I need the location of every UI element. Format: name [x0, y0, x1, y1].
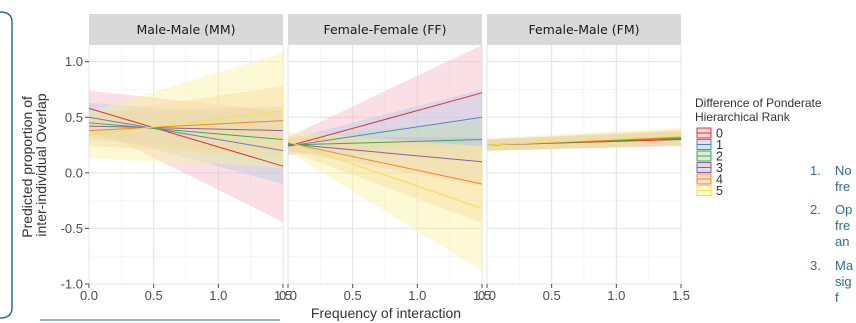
panel-3: Female-Male (FM)	[486, 14, 682, 285]
series-line-5	[88, 110, 284, 136]
panel-2: Female-Female (FF)	[287, 14, 483, 285]
facet-panels: Male-Male (MM) Female-Female (FF) Female-M…	[88, 14, 682, 285]
y-axis-title: Predicted proportion of inter-individual…	[19, 92, 49, 238]
panel-1: Male-Male (MM)	[88, 14, 284, 285]
y-tick-label: 1.0	[65, 54, 83, 69]
x-tick-label: 1.0	[607, 288, 625, 303]
confidence-band-5	[288, 131, 482, 271]
series-line-2	[88, 122, 284, 140]
side-note-2-line-3: an	[835, 234, 849, 249]
legend-title-line-1: Difference of Ponderate	[695, 96, 822, 110]
confidence-band-2	[288, 119, 482, 160]
series-line-2	[287, 138, 483, 146]
side-note-3-line-2: sig	[835, 274, 852, 289]
series-line-0	[287, 92, 483, 147]
y-axis-title-line-2: inter-individual Overlap	[33, 93, 49, 236]
legend-title-line-2: Hierarchical Rank	[695, 110, 791, 124]
side-note-3-line-3: f	[835, 290, 839, 305]
x-axis-title: Frequency of interaction	[311, 305, 461, 321]
legend-label-0: 0	[716, 127, 723, 141]
legend-label-4: 4	[716, 173, 723, 187]
confidence-band-4	[487, 129, 681, 151]
x-tick-label: 1.5	[473, 288, 491, 303]
legend-label-1: 1	[716, 138, 723, 152]
facet-strip	[288, 14, 482, 45]
series-line-5	[486, 135, 682, 146]
x-tick-label: 1.0	[408, 288, 426, 303]
side-note-1-line-1: No	[835, 163, 852, 178]
x-tick-label: 1.0	[209, 288, 227, 303]
series-line-0	[88, 107, 284, 167]
series-line-4	[287, 142, 483, 185]
x-tick-label: 0.0	[478, 288, 496, 303]
series-line-3	[287, 143, 483, 163]
facet-strip-title: Male-Male (MM)	[136, 22, 235, 37]
legend-label-3: 3	[716, 161, 723, 175]
left-bracket	[0, 11, 13, 319]
side-note-3-number: 3.	[810, 258, 821, 273]
y-axis: -1.0 -0.5 0.0 0.5 1.0	[61, 54, 89, 292]
side-note-3-line-1: Ma	[835, 258, 854, 273]
side-notes: 1. No fre 2. Op fre an 3. Ma sig f	[810, 163, 854, 305]
x-tick-label: 0.5	[543, 288, 561, 303]
facet-strip-title: Female-Female (FF)	[323, 22, 446, 37]
series-line-1	[287, 116, 483, 147]
y-axis-title-line-1: Predicted proportion of	[19, 96, 35, 238]
series-line-3	[88, 125, 284, 132]
facet-strip	[89, 14, 283, 45]
x-axis: 0.0 0.5 1.0 1.50.0 0.5 1.0 1.50.0 0.5 1.0 1.5	[80, 284, 690, 303]
facet-strip-title: Female-Male (FM)	[528, 22, 639, 37]
confidence-band-5	[89, 52, 283, 168]
y-tick-label: 0.0	[65, 165, 83, 180]
x-tick-label: 0.0	[80, 288, 98, 303]
side-note-1-line-2: fre	[835, 179, 850, 194]
legend-label-5: 5	[716, 184, 723, 198]
x-tick-label: 0.5	[145, 288, 163, 303]
series-line-1	[88, 116, 284, 152]
series-line-5	[287, 141, 483, 209]
x-tick-label: 1.5	[672, 288, 690, 303]
confidence-band-1	[288, 89, 482, 153]
confidence-band-5	[487, 127, 681, 152]
side-note-1-number: 1.	[810, 163, 821, 178]
facet-strip	[487, 14, 681, 45]
confidence-band-0	[288, 45, 482, 156]
x-tick-label: 1.5	[274, 288, 292, 303]
side-note-2-number: 2.	[810, 202, 821, 217]
side-note-1: 1. No fre	[810, 163, 852, 194]
x-tick-label: 0.5	[344, 288, 362, 303]
x-tick-label: 0.0	[279, 288, 297, 303]
y-tick-label: -0.5	[61, 221, 83, 236]
y-tick-label: -1.0	[61, 277, 83, 292]
y-tick-label: 0.5	[65, 110, 83, 125]
legend-label-2: 2	[716, 150, 723, 164]
side-note-2-line-2: fre	[835, 218, 850, 233]
confidence-band-4	[89, 86, 283, 157]
side-note-2: 2. Op fre an	[810, 202, 852, 249]
side-note-3: 3. Ma sig f	[810, 258, 854, 305]
side-note-2-line-1: Op	[835, 202, 852, 217]
series-line-4	[88, 120, 284, 132]
legend: Difference of Ponderate Hierarchical Ran…	[695, 96, 822, 198]
confidence-band-2	[89, 109, 283, 168]
